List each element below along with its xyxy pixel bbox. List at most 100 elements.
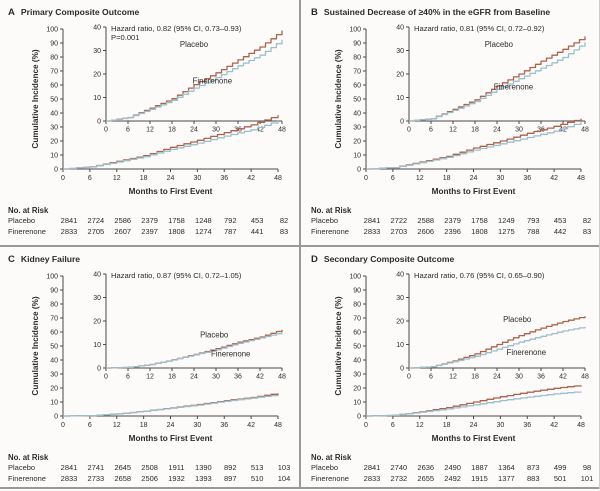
svg-text:18: 18 <box>168 127 176 134</box>
svg-text:20: 20 <box>93 72 101 79</box>
svg-text:100: 100 <box>46 27 58 34</box>
svg-text:30: 30 <box>353 125 361 132</box>
svg-text:10: 10 <box>93 95 101 102</box>
svg-text:40: 40 <box>50 111 58 118</box>
no-at-risk-heading: No. at Risk <box>8 453 49 462</box>
risk-count: 82 <box>582 216 592 225</box>
risk-count: 2833 <box>60 227 78 236</box>
svg-text:10: 10 <box>50 400 58 407</box>
risk-count: 883 <box>526 474 540 483</box>
risk-count: 453 <box>553 216 567 225</box>
panel-title: C Kidney Failure <box>8 252 297 265</box>
svg-text:48: 48 <box>581 374 589 381</box>
risk-count: 1915 <box>471 474 488 483</box>
svg-text:Finerenone: Finerenone <box>193 76 232 85</box>
panel-letter: A <box>8 7 15 18</box>
svg-text:Cumulative Incidence (%): Cumulative Incidence (%) <box>334 49 343 148</box>
svg-text:10: 10 <box>353 400 361 407</box>
panel-title: D Secondary Composite Outcome <box>311 252 600 265</box>
svg-text:36: 36 <box>220 422 228 429</box>
svg-text:80: 80 <box>353 55 361 62</box>
risk-count: 1932 <box>168 474 185 483</box>
risk-count: 441 <box>250 227 264 236</box>
svg-text:48: 48 <box>577 175 585 182</box>
panel-title: A Primary Composite Outcome <box>8 5 297 18</box>
svg-text:30: 30 <box>193 175 201 182</box>
svg-text:24: 24 <box>167 175 175 182</box>
svg-text:18: 18 <box>443 422 451 429</box>
risk-count: 1390 <box>195 463 212 472</box>
risk-count: 793 <box>526 216 540 225</box>
svg-text:Placebo: Placebo <box>200 330 229 339</box>
svg-text:42: 42 <box>550 422 558 429</box>
risk-count: 2586 <box>114 216 132 225</box>
svg-text:0: 0 <box>357 414 361 421</box>
svg-text:48: 48 <box>278 374 286 381</box>
svg-text:0: 0 <box>61 175 65 182</box>
no-at-risk-heading: No. at Risk <box>8 206 49 215</box>
risk-count: 2397 <box>141 227 158 236</box>
no-at-risk-table: No. at Risk Placebo 2841 2722 2588 2379 1758… <box>311 206 600 238</box>
svg-text:36: 36 <box>523 175 531 182</box>
svg-text:24: 24 <box>470 422 478 429</box>
svg-text:20: 20 <box>353 386 361 393</box>
svg-text:20: 20 <box>50 386 58 393</box>
risk-count: 499 <box>553 463 567 472</box>
risk-row-placebo: Placebo 2841 2724 2586 2379 1758 1248 792 453 82 <box>8 216 297 227</box>
risk-count: 513 <box>250 463 264 472</box>
svg-text:36: 36 <box>523 422 531 429</box>
svg-text:20: 20 <box>50 139 58 146</box>
risk-count: 1758 <box>471 216 488 225</box>
svg-text:42: 42 <box>247 422 255 429</box>
risk-count: 2492 <box>444 474 461 483</box>
svg-text:42: 42 <box>559 374 567 381</box>
risk-count: 2588 <box>417 216 435 225</box>
svg-text:0: 0 <box>400 119 404 126</box>
svg-text:42: 42 <box>256 127 264 134</box>
svg-text:42: 42 <box>550 175 558 182</box>
risk-row-label: Placebo <box>8 216 36 225</box>
risk-row-label: Finerenone <box>8 227 46 236</box>
no-at-risk-heading: No. at Risk <box>311 453 352 462</box>
risk-count: 1248 <box>195 216 212 225</box>
risk-count: 2841 <box>60 216 78 225</box>
svg-text:36: 36 <box>234 374 242 381</box>
risk-row-placebo: Placebo 2841 2722 2588 2379 1758 1249 793 453 82 <box>311 216 600 227</box>
risk-row-placebo: Placebo 2841 2740 2636 2490 1887 1364 873 499 98 <box>311 463 600 474</box>
svg-text:0: 0 <box>364 175 368 182</box>
svg-text:50: 50 <box>353 344 361 351</box>
svg-text:12: 12 <box>416 175 424 182</box>
no-at-risk-heading: No. at Risk <box>311 206 352 215</box>
panel-heading: Secondary Composite Outcome <box>323 254 455 264</box>
risk-count: 2396 <box>444 227 461 236</box>
svg-text:12: 12 <box>449 127 457 134</box>
svg-text:24: 24 <box>493 127 501 134</box>
panel-secondary-composite-outcome: D Secondary Composite Outcome 0 10 20 30 40 50… <box>303 247 600 490</box>
svg-text:70: 70 <box>50 316 58 323</box>
risk-count: 2724 <box>87 216 105 225</box>
svg-text:12: 12 <box>449 374 457 381</box>
risk-count: 1377 <box>498 474 515 483</box>
risk-count: 2490 <box>444 463 461 472</box>
svg-text:Finerenone: Finerenone <box>211 349 250 358</box>
svg-text:24: 24 <box>167 422 175 429</box>
svg-text:18: 18 <box>471 127 479 134</box>
svg-text:40: 40 <box>353 111 361 118</box>
risk-row-label: Finerenone <box>8 474 46 483</box>
risk-count: 82 <box>279 216 289 225</box>
risk-count: 2703 <box>390 227 408 236</box>
svg-text:Months to First Event: Months to First Event <box>129 434 213 443</box>
svg-text:50: 50 <box>50 344 58 351</box>
risk-count: 2655 <box>417 474 435 483</box>
svg-text:30: 30 <box>50 372 58 379</box>
svg-text:Hazard ratio, 0.82 (95% CI, 0.: Hazard ratio, 0.82 (95% CI, 0.73–0.93) <box>111 24 242 33</box>
risk-count: 787 <box>223 227 237 236</box>
svg-text:30: 30 <box>353 372 361 379</box>
risk-count: 892 <box>223 463 237 472</box>
svg-text:P=0.001: P=0.001 <box>111 33 140 42</box>
svg-text:12: 12 <box>416 422 424 429</box>
svg-text:20: 20 <box>353 139 361 146</box>
svg-text:6: 6 <box>429 127 433 134</box>
risk-row-finerenone: Finerenone 2833 2705 2607 2397 1808 1274 787 44… <box>8 227 297 238</box>
